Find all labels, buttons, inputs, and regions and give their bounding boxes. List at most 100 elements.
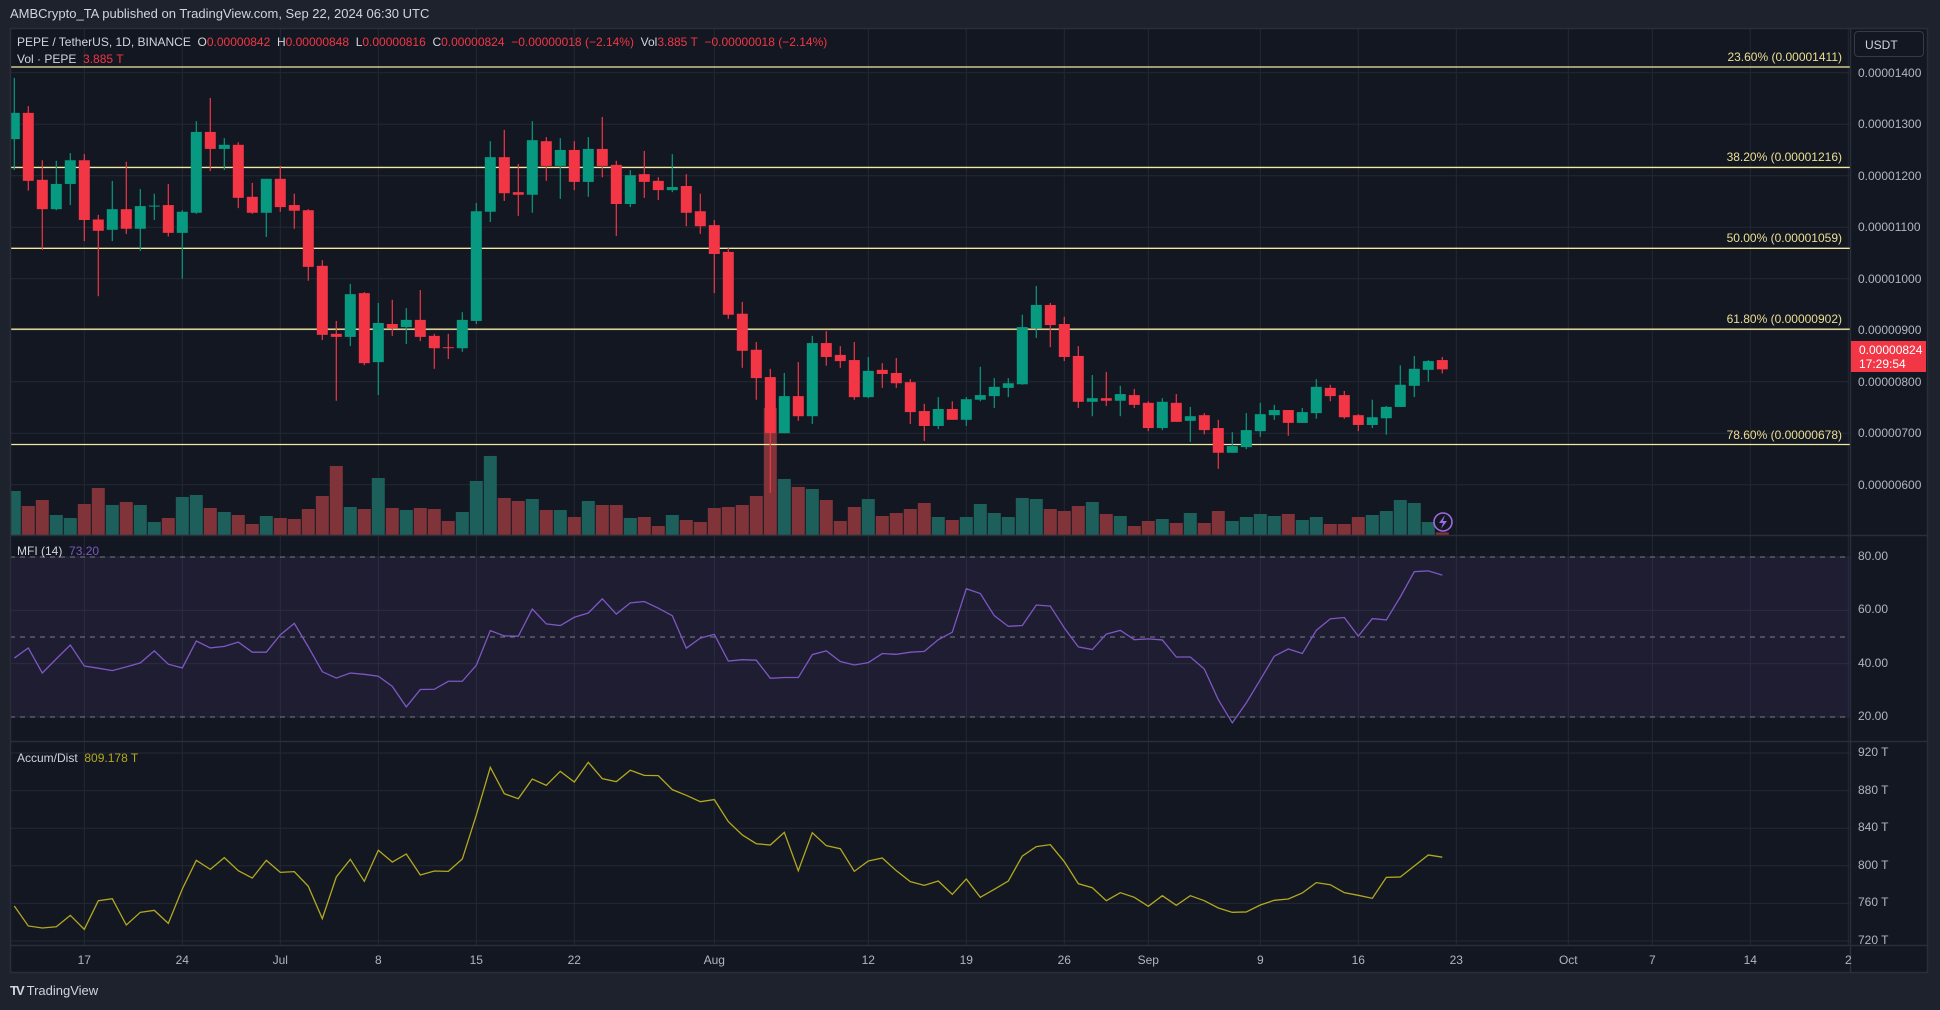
volume-bar [441, 520, 455, 535]
volume-bar [1113, 515, 1127, 535]
candle-body [162, 205, 174, 233]
accum-dist-axis-label: 840 T [1858, 820, 1889, 835]
volume-bar [637, 516, 651, 535]
candle-body [680, 186, 692, 213]
candle-body [834, 354, 846, 362]
candle-body [1366, 417, 1378, 425]
volume-bar [623, 517, 637, 535]
symbol-title[interactable]: PEPE / TetherUS, 1D, BINANCE [17, 35, 191, 49]
volume-study-value: 3.885 T [83, 52, 124, 66]
candle-body [1436, 360, 1448, 370]
time-axis-label: Sep [1137, 953, 1159, 967]
price-axis-label: 0.00000700 [1858, 426, 1922, 441]
volume-bar [427, 508, 441, 535]
volume-bar [693, 521, 707, 535]
volume-bar [707, 507, 721, 535]
price-axis-label: 0.00000800 [1858, 374, 1922, 389]
candle-body [736, 313, 748, 351]
candle-body [148, 205, 160, 207]
volume-bar [1141, 520, 1155, 535]
price-axis-label: 0.00001400 [1858, 65, 1922, 80]
candle-body [610, 164, 622, 205]
accum-dist-axis-label: 800 T [1858, 857, 1889, 872]
price-axis-label: 0.00001000 [1858, 271, 1922, 286]
candle-body [512, 192, 524, 195]
volume-bar [399, 509, 413, 535]
candle-body [1044, 304, 1056, 326]
candle-body [820, 343, 832, 357]
volume-bars [10, 407, 1449, 535]
volume-value: 3.885 T [657, 35, 698, 49]
candle-body [1268, 410, 1280, 416]
candle-body [470, 211, 482, 321]
mfi-legend[interactable]: MFI (14) 73.20 [17, 544, 99, 558]
volume-bar [343, 506, 357, 535]
mfi-axis-label: 20.00 [1858, 709, 1889, 723]
time-axis-label: 15 [469, 953, 483, 967]
volume-bar [105, 504, 119, 535]
candle-body [974, 395, 986, 400]
candle-body [988, 386, 1000, 397]
candle-body [1016, 327, 1028, 385]
volume-bar [1225, 520, 1239, 535]
candle-body [1324, 387, 1336, 397]
fib-level-label: 61.80% (0.00000902) [1726, 312, 1842, 327]
candle-body [638, 174, 650, 182]
mfi-pane [10, 556, 1850, 725]
candle-body [1338, 395, 1350, 418]
accum-dist-axis-label: 920 T [1858, 745, 1889, 759]
candle-body [358, 293, 370, 364]
volume-bar [287, 518, 301, 535]
candle-body [540, 141, 552, 166]
lightning-icon[interactable] [1433, 512, 1453, 532]
candle-body [722, 251, 734, 315]
candle-body [1212, 428, 1224, 453]
volume-study-legend[interactable]: Vol · PEPE 3.885 T [17, 52, 124, 66]
pane-separators[interactable] [9, 27, 1929, 974]
candle-body [708, 225, 720, 254]
candle-body [862, 370, 874, 398]
accum-dist-legend[interactable]: Accum/Dist 809.178 T [17, 751, 138, 765]
volume-bar [315, 495, 329, 535]
candle-body [288, 205, 300, 211]
volume-bar [1015, 497, 1029, 535]
volume-bar [497, 497, 511, 535]
volume-bar [609, 504, 623, 535]
candle-body [1058, 324, 1070, 357]
candle-body [918, 411, 930, 426]
fib-level-label: 38.20% (0.00001216) [1726, 150, 1842, 165]
mfi-title: MFI (14) [17, 544, 63, 558]
mfi-axis-label: 40.00 [1858, 655, 1889, 670]
volume-bar [1295, 519, 1309, 535]
volume-bar [1337, 523, 1351, 535]
volume-bar [245, 523, 259, 535]
volume-bar [847, 506, 861, 535]
currency-button[interactable]: USDT [1854, 31, 1924, 57]
volume-bar [1127, 525, 1141, 535]
volume-bar [917, 502, 931, 535]
time-axis-label: 19 [959, 953, 973, 967]
time-axis-label: Oct [1558, 953, 1578, 967]
candle-body [1002, 383, 1014, 388]
time-axis-label: 23 [1449, 953, 1463, 967]
candle-body [1198, 415, 1210, 431]
volume-bar [21, 505, 35, 535]
candle-body [904, 382, 916, 413]
last-price: 0.00000824 [1859, 343, 1923, 357]
volume-bar [357, 508, 371, 535]
volume-bar [777, 478, 791, 535]
chart-frame[interactable] [10, 28, 1928, 973]
volume-bar [1393, 499, 1407, 535]
last-price-tag: 0.00000824 17:29:54 [1851, 341, 1926, 372]
fibonacci-retracement[interactable] [10, 66, 1850, 446]
candle-body [316, 265, 328, 335]
tradingview-logo-icon: TV [10, 983, 25, 998]
volume-bar [49, 514, 63, 535]
fib-level-label: 78.60% (0.00000678) [1726, 427, 1842, 442]
candle-body [1030, 304, 1042, 329]
footer-brand[interactable]: TV TradingView [10, 983, 98, 998]
volume-bar [189, 494, 203, 535]
volume-bar [805, 488, 819, 535]
volume-bar [749, 495, 763, 535]
